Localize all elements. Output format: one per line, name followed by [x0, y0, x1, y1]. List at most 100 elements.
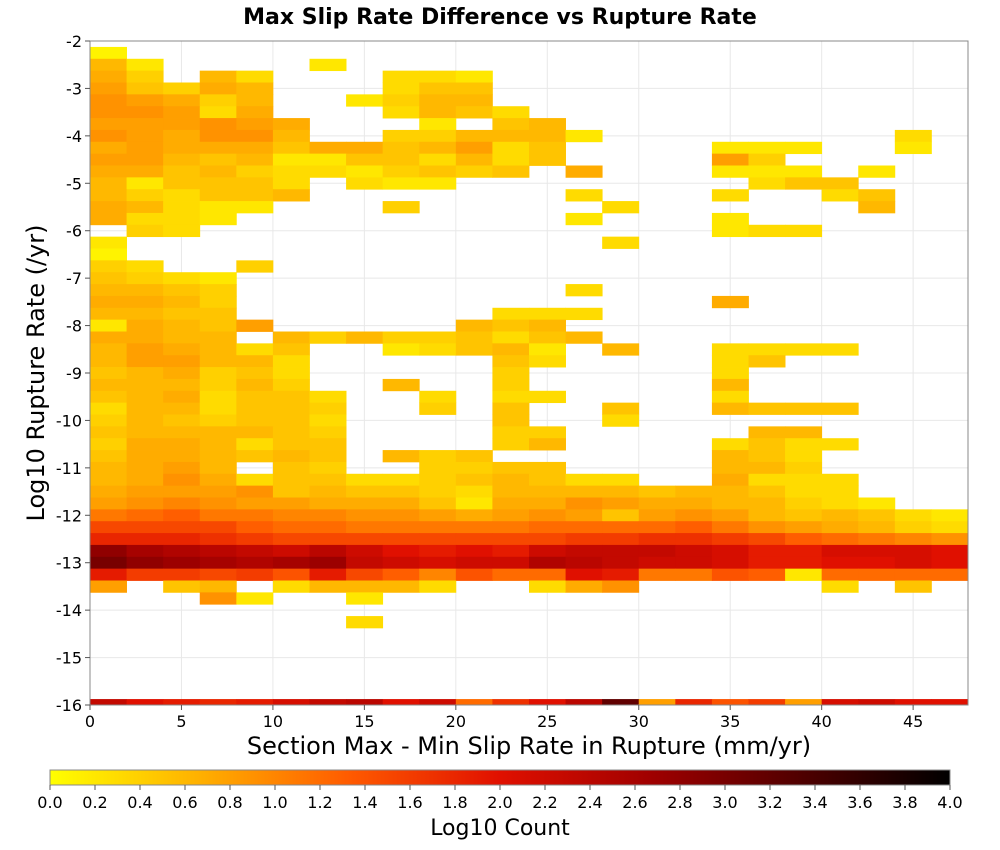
heatmap-cell [126, 473, 164, 487]
heatmap-cell [492, 106, 530, 119]
heatmap-cell [565, 331, 603, 344]
heatmap-cell [419, 461, 457, 475]
heatmap-cell [199, 307, 237, 321]
y-tick-label: -7 [66, 269, 82, 288]
heatmap-cell [711, 568, 749, 581]
heatmap-cell [821, 402, 859, 415]
heatmap-cell [419, 82, 457, 95]
heatmap-cell [602, 568, 640, 581]
heatmap-cell [492, 129, 530, 143]
heatmap-cell [419, 568, 457, 581]
heatmap-cell [419, 129, 457, 143]
heatmap-cell [602, 343, 640, 356]
heatmap-cell [126, 82, 164, 95]
x-tick-label: 10 [263, 712, 283, 731]
heatmap-cell [236, 390, 274, 404]
heatmap-cell [90, 580, 127, 593]
heatmap-cell [529, 461, 566, 475]
heatmap-cell [90, 521, 127, 534]
heatmap-cell [529, 497, 566, 510]
heatmap-cell [309, 699, 347, 706]
heatmap-cell [455, 331, 493, 344]
heatmap-cell [419, 556, 457, 570]
heatmap-cell [126, 118, 164, 131]
heatmap-cell [748, 153, 786, 166]
heatmap-cell [90, 284, 127, 297]
heatmap-cell [236, 343, 274, 356]
heatmap-cell [163, 272, 201, 285]
heatmap-cell [529, 568, 566, 581]
heatmap-cell [419, 533, 457, 546]
heatmap-cell [748, 533, 786, 546]
heatmap-cell [382, 521, 420, 534]
heatmap-cell [711, 295, 749, 309]
heatmap-cell [90, 82, 127, 95]
y-tick-label: -9 [66, 364, 82, 383]
heatmap-cell [529, 485, 566, 498]
heatmap-cell [90, 307, 127, 321]
heatmap-cell [126, 189, 164, 202]
heatmap-cell [894, 129, 932, 143]
heatmap-cell [858, 509, 896, 522]
heatmap-cell [492, 355, 530, 368]
heatmap-cell [163, 153, 201, 166]
heatmap-cell [236, 141, 274, 155]
heatmap-cell [565, 544, 603, 558]
heatmap-cell [126, 414, 164, 427]
heatmap-cell [455, 106, 493, 119]
heatmap-cell [163, 450, 201, 463]
y-tick-label: -11 [56, 459, 82, 478]
heatmap-cell [90, 485, 127, 498]
heatmap-cell [529, 438, 566, 451]
heatmap-cell [126, 224, 164, 238]
heatmap-cell [382, 343, 420, 356]
heatmap-cell [126, 284, 164, 297]
heatmap-cell [163, 307, 201, 321]
heatmap-cell [272, 367, 310, 380]
heatmap-cell [236, 521, 274, 534]
heatmap-cell [346, 153, 384, 166]
heatmap-cell [382, 544, 420, 558]
heatmap-cell [309, 450, 347, 463]
heatmap-cell [821, 533, 859, 546]
heatmap-cell [90, 46, 127, 60]
heatmap-cell [163, 295, 201, 309]
heatmap-cell [199, 129, 237, 143]
heatmap-cell [492, 390, 530, 404]
x-tick-label: 0 [85, 712, 95, 731]
heatmap-cell [675, 699, 713, 706]
y-axis-ticks: -2 -3 -4 -5 -6 -7 -8 -9 -10 -11 -12 -13 -14 -15 -16 [56, 32, 90, 715]
heatmap-cell [638, 485, 676, 498]
y-tick-label: -12 [56, 506, 82, 525]
heatmap-cell [199, 556, 237, 570]
heatmap-cell [711, 189, 749, 202]
heatmap-cell [126, 165, 164, 178]
heatmap-cell [90, 699, 127, 706]
heatmap-cell [602, 402, 640, 415]
heatmap-cell [894, 533, 932, 546]
heatmap-cell [529, 343, 566, 356]
heatmap-cell [455, 319, 493, 332]
heatmap-cell [90, 461, 127, 475]
heatmap-cell [455, 82, 493, 95]
heatmap-cell [529, 580, 566, 593]
heatmap-cell [126, 212, 164, 226]
heatmap-cell [529, 390, 566, 404]
y-axis-title: Log10 Rupture Rate (/yr) [22, 225, 50, 522]
heatmap-cell [455, 544, 493, 558]
heatmap-cell [309, 165, 347, 178]
heatmap-cell [126, 533, 164, 546]
heatmap-cell [309, 533, 347, 546]
heatmap-cell [382, 177, 420, 190]
heatmap-cell [346, 544, 384, 558]
colorbar-tick-label: 0.4 [127, 793, 152, 812]
heatmap-cell [126, 699, 164, 706]
heatmap-cell [602, 521, 640, 534]
x-axis-ticks: 0 5 10 15 20 25 30 35 40 45 [85, 705, 923, 731]
heatmap-cell [529, 141, 566, 155]
heatmap-cell [455, 461, 493, 475]
heatmap-cell [272, 141, 310, 155]
heatmap-cell [90, 177, 127, 190]
heatmap-cell [272, 189, 310, 202]
